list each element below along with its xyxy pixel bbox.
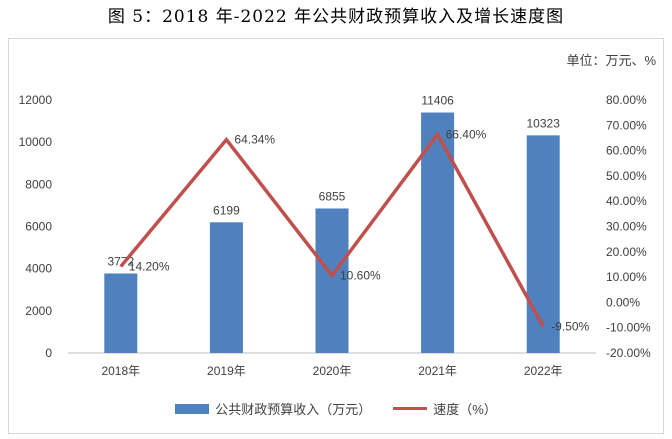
y-right-tick-label: -20.00% xyxy=(606,346,651,360)
y-left-tick-label: 6000 xyxy=(25,220,52,234)
y-right-tick-label: 30.00% xyxy=(606,220,647,234)
y-right-tick-label: 0.00% xyxy=(606,295,640,309)
y-left-tick-label: 4000 xyxy=(25,262,52,276)
x-tick-label: 2020年 xyxy=(313,364,352,378)
x-tick-label: 2019年 xyxy=(207,364,246,378)
y-right-tick-label: 10.00% xyxy=(606,270,647,284)
legend-item-growth: 速度（%） xyxy=(393,399,497,418)
x-tick-label: 2022年 xyxy=(524,364,563,378)
revenue-data-label: 6855 xyxy=(319,189,346,203)
revenue-bar xyxy=(315,208,349,353)
y-left-tick-label: 12000 xyxy=(19,93,53,107)
chart-frame xyxy=(8,38,664,434)
legend: 公共财政预算收入（万元） 速度（%） xyxy=(0,399,672,418)
y-left-tick-label: 10000 xyxy=(19,135,53,149)
legend-item-revenue: 公共财政预算收入（万元） xyxy=(175,399,371,418)
legend-swatch-bar xyxy=(175,403,210,414)
y-right-tick-label: 60.00% xyxy=(606,144,647,158)
growth-data-label: 10.60% xyxy=(340,269,381,283)
growth-data-label: 66.40% xyxy=(446,127,487,141)
growth-data-label: 64.34% xyxy=(234,133,275,147)
revenue-bar xyxy=(104,273,138,353)
y-left-tick-label: 8000 xyxy=(25,177,52,191)
legend-swatch-line xyxy=(393,407,428,410)
unit-label: 单位：万元、% xyxy=(566,53,656,68)
y-right-tick-label: -10.00% xyxy=(606,321,651,335)
y-right-tick-label: 20.00% xyxy=(606,245,647,259)
revenue-data-label: 11406 xyxy=(421,94,454,108)
legend-label-growth: 速度（%） xyxy=(433,402,497,417)
x-tick-label: 2021年 xyxy=(418,364,457,378)
y-right-tick-label: 80.00% xyxy=(606,93,647,107)
revenue-data-label: 6199 xyxy=(213,203,240,217)
growth-data-label: 14.20% xyxy=(129,259,170,273)
y-right-tick-label: 50.00% xyxy=(606,169,647,183)
y-left-tick-label: 2000 xyxy=(25,304,52,318)
legend-label-revenue: 公共财政预算收入（万元） xyxy=(215,402,372,417)
y-left-tick-label: 0 xyxy=(45,346,52,360)
revenue-data-label: 10323 xyxy=(527,116,561,130)
revenue-bar xyxy=(209,222,243,353)
revenue-bar xyxy=(526,135,560,353)
growth-data-label: -9.50% xyxy=(551,319,589,333)
y-right-tick-label: 40.00% xyxy=(606,194,647,208)
x-tick-label: 2018年 xyxy=(101,364,140,378)
chart-title: 图 5：2018 年-2022 年公共财政预算收入及增长速度图 xyxy=(107,7,565,27)
y-right-tick-label: 70.00% xyxy=(606,118,647,132)
